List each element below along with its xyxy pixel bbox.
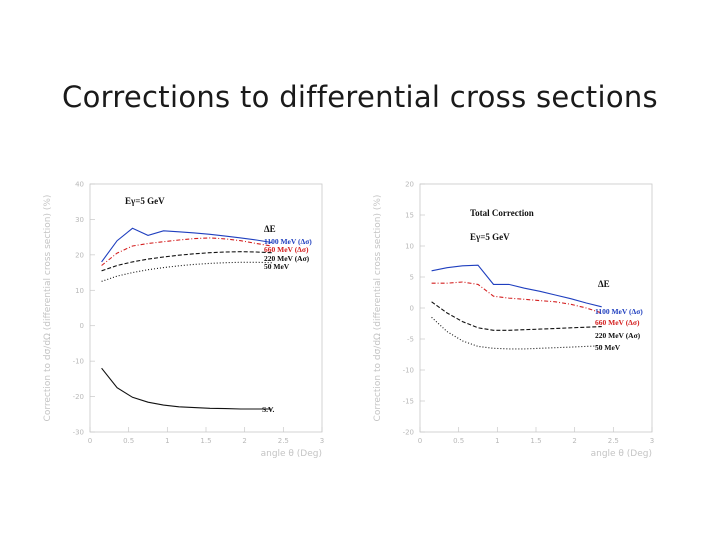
legend-entry-3: 50 MeV [264, 262, 290, 271]
x-tick-label: 3 [320, 437, 324, 445]
y-tick-label: -30 [73, 429, 84, 437]
y-tick-label: 0 [80, 322, 84, 330]
left-chart-panel: 40 30 20 10 0 -10 -20 -30 0 0.5 1 1.5 2 2.5 3 angle θ (… [40, 172, 340, 462]
y-tick-label: 30 [75, 216, 84, 224]
legend-heading: ΔE [264, 224, 276, 234]
plot-frame [89, 183, 323, 433]
legend-heading: ΔE [598, 279, 610, 289]
x-tick-label: 1.5 [530, 437, 541, 445]
chart-title: Total Correction [470, 208, 534, 218]
x-tick-label: 0.5 [453, 437, 464, 445]
legend-entry-1: 660 MeV (Δσ) [264, 245, 309, 254]
y-tick-label: 10 [75, 287, 84, 295]
y-tick-label: -20 [403, 429, 414, 437]
series-line-2 [431, 301, 602, 331]
x-tick-label: 0.5 [123, 437, 134, 445]
series-line-4 [101, 367, 272, 410]
x-tick-label: 0 [418, 437, 422, 445]
x-tick-label: 2.5 [608, 437, 619, 445]
legend-entry-1: 660 MeV (Δσ) [595, 318, 640, 327]
series-line-0 [431, 264, 602, 308]
legend-entry-2: 220 MeV (Aσ) [595, 331, 641, 340]
y-tick-label: 0 [410, 305, 414, 313]
y-tick-label: 40 [75, 181, 84, 189]
y-tick-label: -10 [403, 367, 414, 375]
x-tick-label: 1.5 [200, 437, 211, 445]
x-axis-label: angle θ (Deg) [591, 449, 652, 459]
y-tick-label: -10 [73, 358, 84, 366]
right-chart: 20 15 10 5 0 -5 -10 -15 -20 0 0.5 1 1.5 2 2.5 3 angle θ … [373, 181, 654, 460]
y-axis-label: Correction to dσ/dΩ (differential cross … [43, 195, 53, 422]
legend-entry-0: 1100 MeV (Δσ) [595, 307, 643, 316]
x-tick-label: 1 [495, 437, 499, 445]
x-tick-label: 0 [88, 437, 92, 445]
series-line-0 [101, 227, 272, 263]
right-chart-panel: 20 15 10 5 0 -5 -10 -15 -20 0 0.5 1 1.5 2 2.5 3 angle θ … [370, 172, 670, 462]
series-label: S.V. [262, 405, 274, 414]
x-tick-label: 1 [165, 437, 169, 445]
y-tick-label: 15 [405, 212, 414, 220]
legend-entry-2: 220 MeV (Aσ) [264, 254, 310, 263]
energy-label: Eγ=5 GeV [125, 196, 165, 206]
x-axis-label: angle θ (Deg) [261, 449, 322, 459]
x-tick-label: 2 [242, 437, 246, 445]
y-tick-label: -20 [73, 393, 84, 401]
x-tick-label: 3 [650, 437, 654, 445]
series-line-2 [101, 251, 272, 272]
left-chart: 40 30 20 10 0 -10 -20 -30 0 0.5 1 1.5 2 2.5 3 angle θ (… [43, 181, 324, 460]
series-line-1 [431, 281, 602, 314]
y-tick-label: -15 [403, 398, 414, 406]
y-axis-label: Correction to dσ/dΩ (differential cross … [373, 195, 383, 422]
series-line-3 [101, 261, 272, 282]
y-tick-label: 5 [410, 274, 414, 282]
y-tick-label: 10 [405, 243, 414, 251]
slide-title: Corrections to differential cross sectio… [62, 80, 658, 114]
series-line-3 [431, 316, 602, 350]
energy-label: Eγ=5 GeV [470, 232, 510, 242]
legend-entry-3: 50 MeV [595, 343, 621, 352]
x-tick-label: 2 [572, 437, 576, 445]
y-tick-label: 20 [75, 251, 84, 259]
y-tick-label: -5 [407, 336, 414, 344]
y-tick-label: 20 [405, 181, 414, 189]
series-line-1 [101, 237, 272, 266]
x-tick-label: 2.5 [278, 437, 289, 445]
legend-entry-0: 1100 MeV (Δσ) [264, 237, 312, 246]
